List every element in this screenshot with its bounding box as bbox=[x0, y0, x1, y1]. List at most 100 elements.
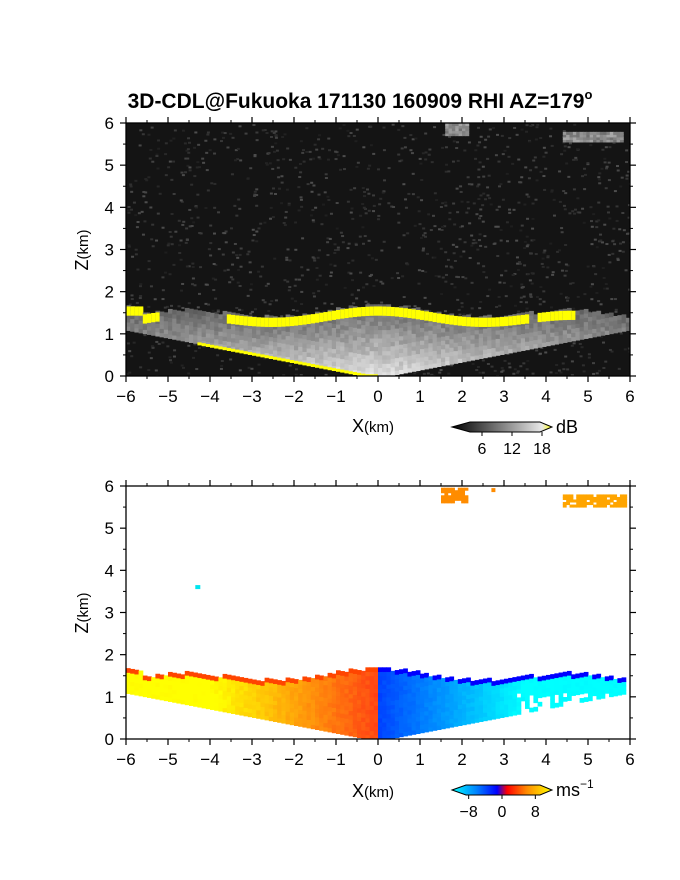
velocity-cell bbox=[331, 720, 337, 725]
velocity-colorbar-tick-label: 0 bbox=[498, 804, 507, 821]
reflectivity-noise-pixel bbox=[608, 348, 612, 351]
reflectivity-noise-pixel bbox=[597, 178, 601, 181]
reflectivity-cell bbox=[336, 307, 341, 312]
reflectivity-noise-pixel bbox=[470, 183, 474, 186]
reflectivity-noise-pixel bbox=[486, 295, 490, 298]
reflectivity-noise-pixel bbox=[168, 230, 172, 233]
reflectivity-saturated-cell bbox=[365, 306, 371, 316]
reflectivity-noise-pixel bbox=[139, 283, 143, 286]
velocity-cell bbox=[268, 703, 274, 709]
velocity-cell bbox=[424, 719, 429, 724]
velocity-cell bbox=[441, 716, 446, 721]
reflectivity-cell bbox=[193, 334, 198, 340]
reflectivity-noise-pixel bbox=[349, 211, 353, 214]
reflectivity-saturated-cell bbox=[386, 306, 392, 316]
velocity-cloud-cell bbox=[451, 492, 455, 496]
reflectivity-cell bbox=[340, 337, 345, 343]
velocity-cell bbox=[340, 696, 345, 702]
reflectivity-noise-pixel bbox=[444, 251, 448, 254]
reflectivity-saturated-cell bbox=[344, 308, 350, 319]
reflectivity-cell bbox=[256, 325, 261, 331]
reflectivity-noise-pixel bbox=[493, 369, 497, 372]
reflectivity-noise-pixel bbox=[377, 214, 381, 217]
velocity-cell bbox=[541, 692, 547, 698]
reflectivity-noise-pixel bbox=[446, 258, 450, 261]
reflectivity-cell bbox=[520, 337, 526, 343]
reflectivity-noise-pixel bbox=[283, 224, 287, 227]
velocity-cell bbox=[369, 671, 375, 677]
velocity-cell bbox=[445, 698, 450, 704]
velocity-cell bbox=[483, 678, 488, 684]
reflectivity-cell bbox=[239, 326, 245, 332]
reflectivity-cell bbox=[415, 324, 421, 329]
velocity-cell bbox=[168, 676, 173, 681]
reflectivity-noise-pixel bbox=[253, 190, 257, 193]
reflectivity-cloud-cell bbox=[451, 130, 456, 134]
velocity-cell bbox=[357, 724, 362, 730]
reflectivity-noise-pixel bbox=[541, 257, 545, 260]
reflectivity-cell bbox=[336, 328, 341, 334]
velocity-cell bbox=[415, 712, 421, 718]
reflectivity-cell bbox=[445, 348, 450, 353]
reflectivity-noise-pixel bbox=[136, 268, 140, 271]
velocity-cell bbox=[348, 689, 354, 695]
velocity-cell bbox=[487, 694, 492, 700]
reflectivity-noise-pixel bbox=[164, 142, 168, 145]
velocity-cell bbox=[390, 675, 396, 680]
reflectivity-cell bbox=[533, 331, 539, 336]
velocity-cell bbox=[176, 686, 182, 691]
velocity-cell bbox=[390, 691, 396, 697]
reflectivity-cell bbox=[428, 338, 434, 344]
velocity-cloud-cell bbox=[623, 496, 628, 500]
reflectivity-cell bbox=[344, 342, 350, 348]
velocity-cell bbox=[415, 682, 421, 688]
reflectivity-cell bbox=[382, 346, 387, 352]
reflectivity-cell bbox=[390, 316, 396, 321]
reflectivity-ground-edge bbox=[281, 358, 287, 362]
velocity-y-tick-label: 3 bbox=[105, 604, 114, 623]
reflectivity-noise-pixel bbox=[224, 241, 228, 244]
velocity-cell bbox=[205, 696, 211, 701]
reflectivity-cell bbox=[327, 364, 333, 370]
reflectivity-cell bbox=[315, 336, 320, 342]
reflectivity-noise-pixel bbox=[478, 233, 482, 236]
velocity-cell bbox=[428, 693, 434, 698]
reflectivity-cell bbox=[424, 360, 429, 366]
velocity-cell bbox=[310, 711, 316, 717]
reflectivity-cell bbox=[147, 330, 152, 335]
reflectivity-cell bbox=[348, 330, 354, 336]
reflectivity-cell bbox=[168, 321, 173, 327]
velocity-cell bbox=[441, 694, 446, 700]
velocity-cell bbox=[495, 701, 501, 707]
reflectivity-cell bbox=[436, 362, 442, 367]
reflectivity-cell bbox=[575, 318, 581, 324]
reflectivity-noise-pixel bbox=[539, 137, 543, 140]
reflectivity-noise-pixel bbox=[422, 372, 426, 375]
velocity-cloud-cell bbox=[579, 504, 584, 508]
velocity-cell bbox=[285, 715, 291, 721]
velocity-cell bbox=[239, 677, 245, 682]
reflectivity-cloud-cell bbox=[465, 125, 470, 129]
reflectivity-cell bbox=[596, 310, 602, 316]
reflectivity-noise-pixel bbox=[324, 283, 328, 286]
reflectivity-noise-pixel bbox=[467, 141, 471, 144]
reflectivity-cell bbox=[298, 359, 303, 364]
reflectivity-cell bbox=[537, 343, 543, 348]
reflectivity-saturated-cell bbox=[562, 310, 568, 321]
velocity-cell bbox=[491, 697, 497, 703]
reflectivity-cell bbox=[617, 327, 623, 333]
reflectivity-noise-pixel bbox=[187, 265, 191, 268]
reflectivity-noise-pixel bbox=[143, 334, 147, 337]
velocity-cell bbox=[172, 672, 177, 678]
velocity-cell bbox=[550, 690, 555, 696]
velocity-cell bbox=[478, 683, 484, 689]
reflectivity-cell bbox=[218, 318, 224, 324]
reflectivity-noise-pixel bbox=[287, 289, 291, 292]
reflectivity-noise-pixel bbox=[528, 252, 532, 255]
velocity-cloud-cell bbox=[464, 500, 469, 504]
reflectivity-noise-pixel bbox=[188, 208, 192, 211]
reflectivity-noise-pixel bbox=[188, 225, 192, 228]
velocity-cell bbox=[197, 685, 203, 691]
velocity-cell bbox=[491, 689, 497, 695]
reflectivity-noise-pixel bbox=[573, 208, 577, 211]
